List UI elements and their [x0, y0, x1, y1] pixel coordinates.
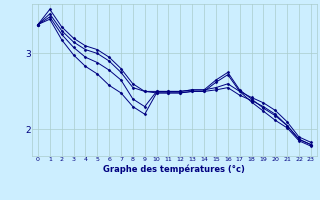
X-axis label: Graphe des températures (°c): Graphe des températures (°c)	[103, 164, 245, 174]
